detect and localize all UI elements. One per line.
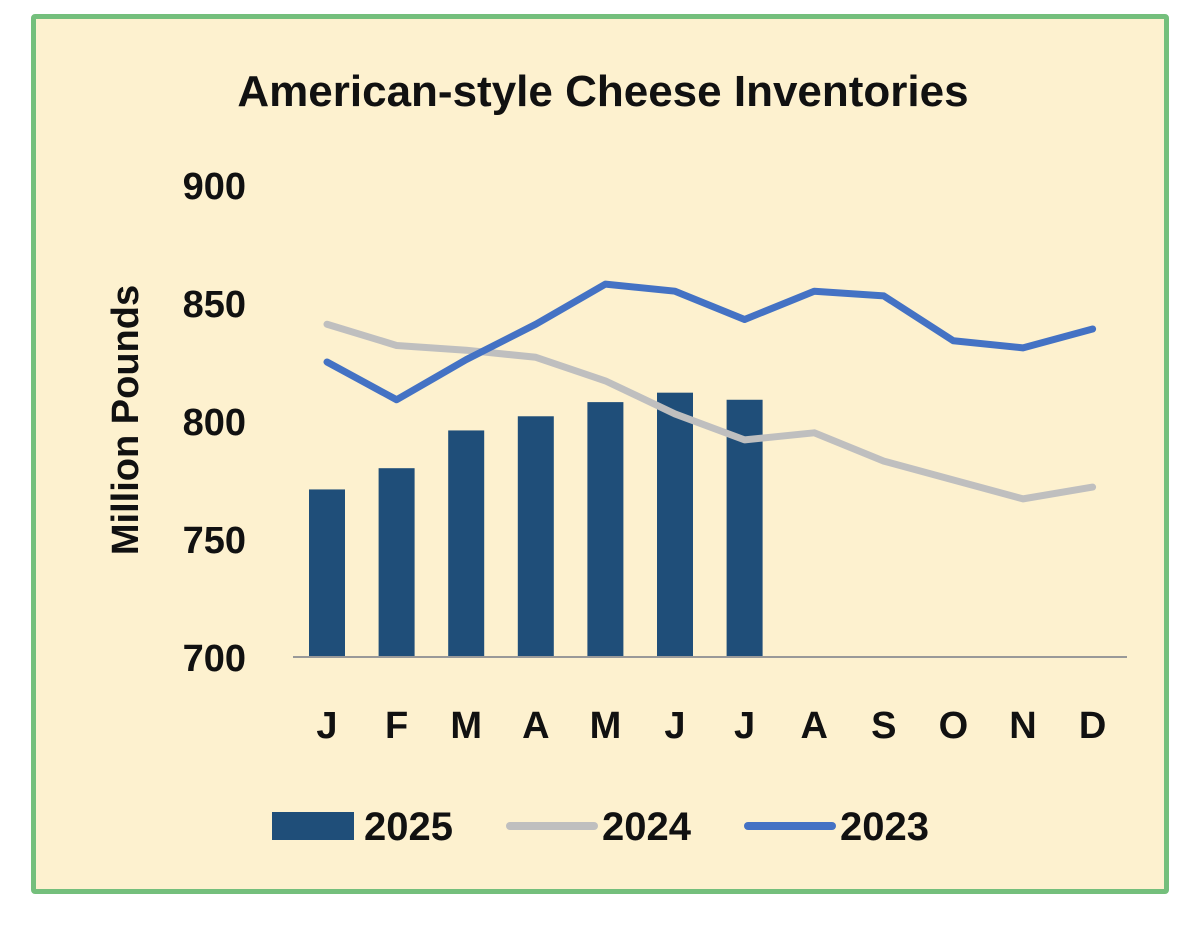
legend-label-2025: 2025 — [364, 805, 453, 849]
x-tick-label: M — [450, 705, 482, 747]
x-tick-label: F — [385, 705, 408, 747]
bar-2025 — [587, 402, 624, 657]
x-tick-label: J — [316, 705, 337, 747]
x-tick-label: S — [871, 705, 896, 747]
legend-label-2023: 2023 — [840, 805, 929, 849]
bar-2025 — [657, 392, 693, 657]
x-tick-label: D — [1079, 705, 1106, 747]
y-axis-label: Million Pounds — [105, 285, 147, 555]
bar-2025 — [309, 489, 345, 657]
y-tick-label: 850 — [183, 284, 246, 326]
x-tick-label: J — [734, 705, 755, 747]
y-tick-label: 900 — [183, 166, 246, 208]
y-tick-label: 800 — [183, 402, 246, 444]
x-tick-label: N — [1009, 705, 1036, 747]
line-2024 — [323, 320, 1097, 503]
x-tick-label: A — [522, 705, 549, 747]
bar-2025 — [448, 430, 485, 657]
y-tick-label: 700 — [183, 638, 246, 680]
y-tick-label: 750 — [183, 520, 246, 562]
legend-swatch-2025 — [272, 812, 354, 840]
x-tick-label: M — [590, 705, 622, 747]
bar-2025 — [517, 416, 554, 657]
x-tick-label: A — [800, 705, 827, 747]
x-tick-label: O — [939, 705, 969, 747]
x-tick-label: J — [664, 705, 685, 747]
bar-2025 — [378, 468, 415, 657]
line-2023 — [323, 280, 1097, 404]
chart-title: American-style Cheese Inventories — [237, 67, 968, 116]
legend-label-2024: 2024 — [602, 805, 692, 849]
